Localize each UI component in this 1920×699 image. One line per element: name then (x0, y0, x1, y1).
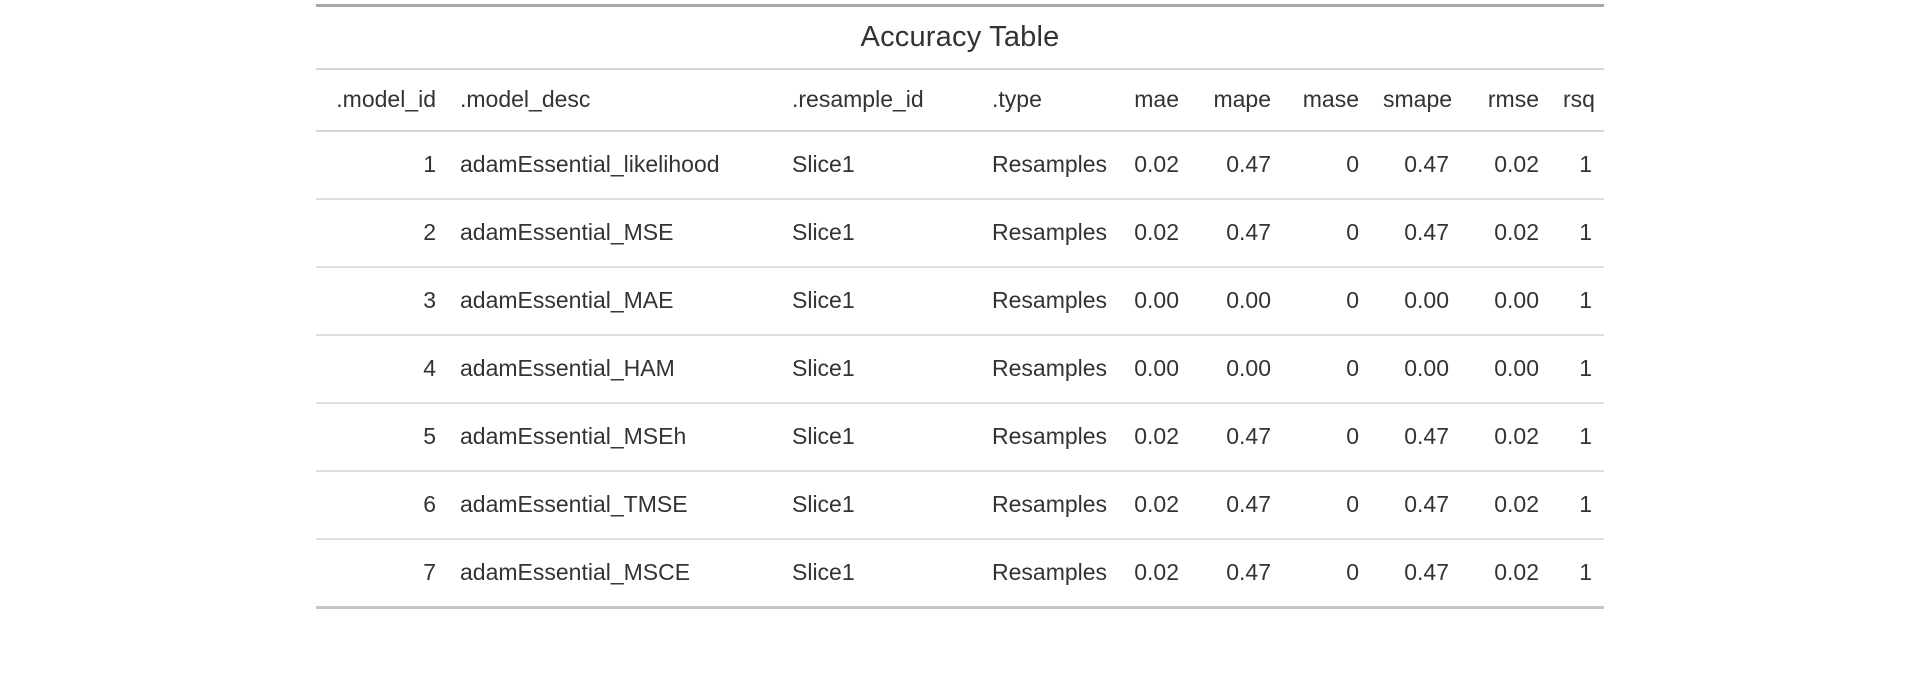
table-cell: 0.02 (1461, 471, 1551, 540)
table-cell: Resamples (980, 471, 1120, 540)
table-cell: 0.47 (1191, 403, 1283, 472)
table-cell: 0.02 (1120, 131, 1191, 200)
table-cell: 0 (1283, 471, 1371, 540)
table-cell: Resamples (980, 199, 1120, 268)
column-header-mape: mape (1191, 70, 1283, 132)
table-cell: 3 (316, 267, 448, 336)
column-header-mase: mase (1283, 70, 1371, 132)
column-header-rmse: rmse (1461, 70, 1551, 132)
table-row: 2 adamEssential_MSE Slice1 Resamples 0.02 0.4… (316, 199, 1604, 268)
table-cell: 0 (1283, 335, 1371, 404)
column-header-mae: mae (1120, 70, 1191, 132)
table-cell: Resamples (980, 267, 1120, 336)
table-cell: 0 (1283, 403, 1371, 472)
table-cell: Slice1 (780, 335, 980, 404)
table-cell: Resamples (980, 131, 1120, 200)
table-cell: Slice1 (780, 471, 980, 540)
table-row: 7 adamEssential_MSCE Slice1 Resamples 0.02 0.… (316, 539, 1604, 609)
table-cell: Slice1 (780, 539, 980, 609)
table-cell: 1 (1551, 471, 1604, 540)
table-cell: 0.02 (1120, 199, 1191, 268)
table-cell: 1 (1551, 199, 1604, 268)
column-header-model_desc: .model_desc (448, 70, 780, 132)
table-cell: 7 (316, 539, 448, 609)
table-cell: 0 (1283, 539, 1371, 609)
column-header-smape: smape (1371, 70, 1461, 132)
table-cell: 1 (1551, 539, 1604, 609)
table-cell: 0.02 (1120, 471, 1191, 540)
table-cell: 4 (316, 335, 448, 404)
table-cell: 0.02 (1120, 403, 1191, 472)
table-cell: adamEssential_MSCE (448, 539, 780, 609)
table-cell: Slice1 (780, 199, 980, 268)
table-cell: 0.47 (1191, 539, 1283, 609)
table-cell: 0.47 (1371, 199, 1461, 268)
table-title: Accuracy Table (316, 7, 1604, 70)
table-cell: 0.02 (1461, 199, 1551, 268)
table-cell: 0.00 (1120, 267, 1191, 336)
table-cell: 0.02 (1461, 539, 1551, 609)
table-cell: 1 (1551, 335, 1604, 404)
table-cell: 0.47 (1371, 471, 1461, 540)
table-row: 1 adamEssential_likelihood Slice1 Resamples… (316, 131, 1604, 200)
table-cell: 0.00 (1120, 335, 1191, 404)
table-cell: 6 (316, 471, 448, 540)
table-cell: 0.00 (1371, 267, 1461, 336)
table-header-row: .model_id .model_desc .resample_id .type mae… (316, 70, 1604, 132)
table-cell: 0.02 (1461, 403, 1551, 472)
table-row: 5 adamEssential_MSEh Slice1 Resamples 0.02 0.… (316, 403, 1604, 472)
table-cell: 0 (1283, 267, 1371, 336)
table-cell: adamEssential_MSE (448, 199, 780, 268)
table-cell: 0.47 (1191, 131, 1283, 200)
table-row: 3 adamEssential_MAE Slice1 Resamples 0.00 0.0… (316, 267, 1604, 336)
table-cell: 0.02 (1461, 131, 1551, 200)
table-cell: adamEssential_TMSE (448, 471, 780, 540)
table-cell: 1 (1551, 131, 1604, 200)
table-cell: 0.47 (1191, 199, 1283, 268)
table-cell: 0.47 (1371, 131, 1461, 200)
table-cell: Resamples (980, 539, 1120, 609)
table-cell: Slice1 (780, 267, 980, 336)
table-cell: adamEssential_HAM (448, 335, 780, 404)
table-cell: adamEssential_MSEh (448, 403, 780, 472)
table-cell: 0 (1283, 199, 1371, 268)
table-row: 4 adamEssential_HAM Slice1 Resamples 0.00 0.0… (316, 335, 1604, 404)
column-header-type: .type (980, 70, 1120, 132)
column-header-rsq: rsq (1551, 70, 1604, 132)
table-cell: 0.02 (1120, 539, 1191, 609)
table-cell: Resamples (980, 403, 1120, 472)
table-cell: Slice1 (780, 403, 980, 472)
table-cell: adamEssential_likelihood (448, 131, 780, 200)
table-cell: Resamples (980, 335, 1120, 404)
accuracy-table-container: Accuracy Table .model_id .model_desc .resa… (316, 4, 1604, 609)
table-row: 6 adamEssential_TMSE Slice1 Resamples 0.02 0.… (316, 471, 1604, 540)
table-cell: Slice1 (780, 131, 980, 200)
table-cell: 0.00 (1371, 335, 1461, 404)
table-cell: 5 (316, 403, 448, 472)
table-cell: 0.47 (1191, 471, 1283, 540)
table-cell: 0.00 (1191, 267, 1283, 336)
table-cell: adamEssential_MAE (448, 267, 780, 336)
table-cell: 2 (316, 199, 448, 268)
table-cell: 1 (1551, 403, 1604, 472)
column-header-resample_id: .resample_id (780, 70, 980, 132)
table-cell: 0.47 (1371, 403, 1461, 472)
table-cell: 0.00 (1191, 335, 1283, 404)
column-header-model_id: .model_id (316, 70, 448, 132)
table-cell: 0.00 (1461, 267, 1551, 336)
table-cell: 0.47 (1371, 539, 1461, 609)
table-cell: 1 (316, 131, 448, 200)
table-cell: 0.00 (1461, 335, 1551, 404)
accuracy-table: .model_id .model_desc .resample_id .type mae… (316, 70, 1604, 609)
table-cell: 0 (1283, 131, 1371, 200)
table-cell: 1 (1551, 267, 1604, 336)
